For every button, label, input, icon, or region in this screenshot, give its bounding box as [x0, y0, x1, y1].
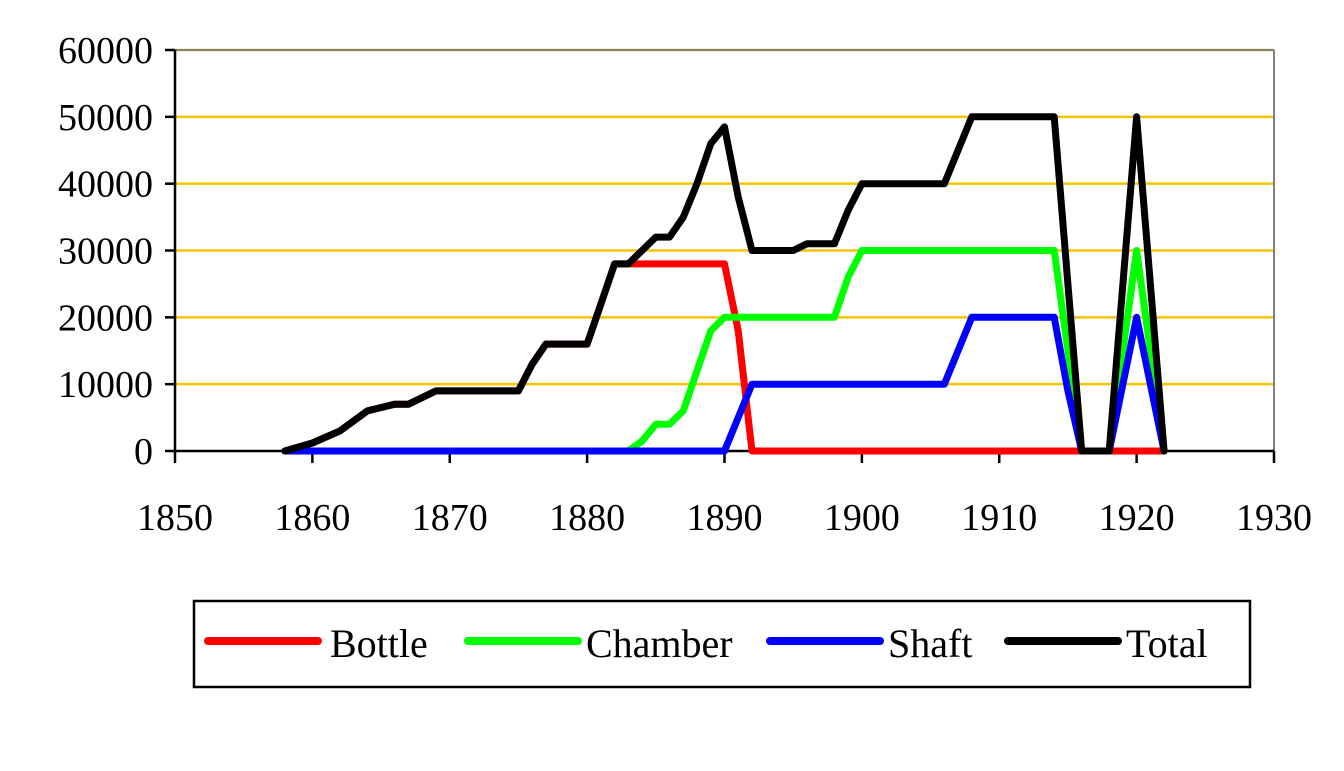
y-tick-label: 60000: [58, 30, 153, 72]
y-tick-label: 20000: [58, 297, 153, 339]
series-lines: [281, 113, 1168, 455]
tick-labels: 0 10000 20000 30000 40000 50000 60000 1850 1860 1…: [58, 30, 1312, 539]
x-tick-label: 1910: [961, 497, 1037, 539]
legend: Bottle Chamber Shaft Total: [192, 599, 1252, 689]
series-line-total: [281, 113, 1168, 455]
legend-label-chamber: Chamber: [586, 621, 733, 666]
x-tick-label: 1930: [1236, 497, 1312, 539]
x-tick-label: 1880: [549, 497, 625, 539]
legend-label-shaft: Shaft: [888, 621, 972, 666]
x-tick-label: 1920: [1099, 497, 1175, 539]
x-tick-label: 1900: [824, 497, 900, 539]
y-tick-label: 0: [134, 431, 153, 473]
x-tick-label: 1890: [687, 497, 763, 539]
x-tick-label: 1860: [274, 497, 350, 539]
x-tick-label: 1850: [137, 497, 213, 539]
gridlines: [175, 48, 1274, 386]
y-tick-label: 50000: [58, 97, 153, 139]
legend-label-total: Total: [1126, 621, 1208, 666]
series-line-bottle: [281, 260, 1168, 455]
y-tick-label: 30000: [58, 231, 153, 273]
axes: [165, 48, 1276, 463]
legend-label-bottle: Bottle: [330, 621, 428, 666]
x-tick-label: 1870: [412, 497, 488, 539]
y-tick-label: 40000: [58, 164, 153, 206]
y-tick-label: 10000: [58, 364, 153, 406]
